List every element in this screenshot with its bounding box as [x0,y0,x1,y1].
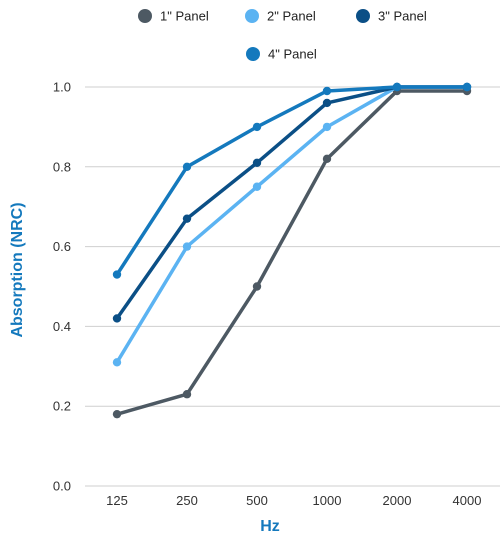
x-tick-label: 2000 [383,493,412,508]
data-point [252,158,262,168]
legend-label: 1" Panel [160,9,209,24]
x-tick-label: 4000 [453,493,482,508]
legend-item: 1" Panel [138,9,209,24]
y-tick-label: 0.0 [53,479,71,494]
legend-item: 2" Panel [245,9,316,24]
y-axis-title: Absorption (NRC) [9,202,26,337]
series-4 [112,82,472,279]
y-tick-label: 0.4 [53,319,71,334]
data-point [252,122,262,132]
data-point [322,154,332,164]
series-layer [112,82,472,419]
data-point [112,358,122,367]
data-point [182,390,192,399]
y-tick-label: 0.6 [53,239,71,254]
legend-label: 2" Panel [267,9,316,24]
grid [85,86,500,487]
x-axis-ticks: 125 250 500 1000 2000 4000 [106,493,481,508]
x-tick-label: 250 [176,493,198,508]
series-line [115,89,469,416]
legend: 1" Panel 2" Panel 3" Panel 4" Panel [138,9,427,62]
data-point [322,122,332,132]
x-tick-label: 125 [106,493,128,508]
data-point [252,282,262,291]
data-point [252,182,262,191]
data-point [112,409,122,419]
y-tick-label: 0.2 [53,399,71,414]
legend-label: 3" Panel [378,9,427,24]
data-point [322,86,332,96]
legend-marker [245,9,259,23]
x-axis-title: Hz [260,518,280,535]
series-1 [112,86,472,419]
series-line [115,85,469,321]
legend-item: 4" Panel [246,47,317,62]
data-point [182,242,192,251]
data-point [322,98,332,108]
legend-marker [246,47,260,61]
legend-item: 3" Panel [356,9,427,24]
data-point [392,82,402,92]
data-point [182,162,192,171]
data-point [112,314,122,323]
series-line [115,85,469,277]
legend-marker [356,9,370,23]
x-tick-label: 500 [246,493,268,508]
series-3 [112,82,472,323]
y-tick-label: 1.0 [53,80,71,95]
y-axis-ticks: 0.0 0.2 0.4 0.6 0.8 1.0 [53,80,71,494]
data-point [182,214,192,223]
data-point [462,82,472,92]
x-tick-label: 1000 [313,493,342,508]
y-tick-label: 0.8 [53,159,71,174]
legend-marker [138,9,152,23]
legend-label: 4" Panel [268,47,317,62]
data-point [112,270,122,279]
